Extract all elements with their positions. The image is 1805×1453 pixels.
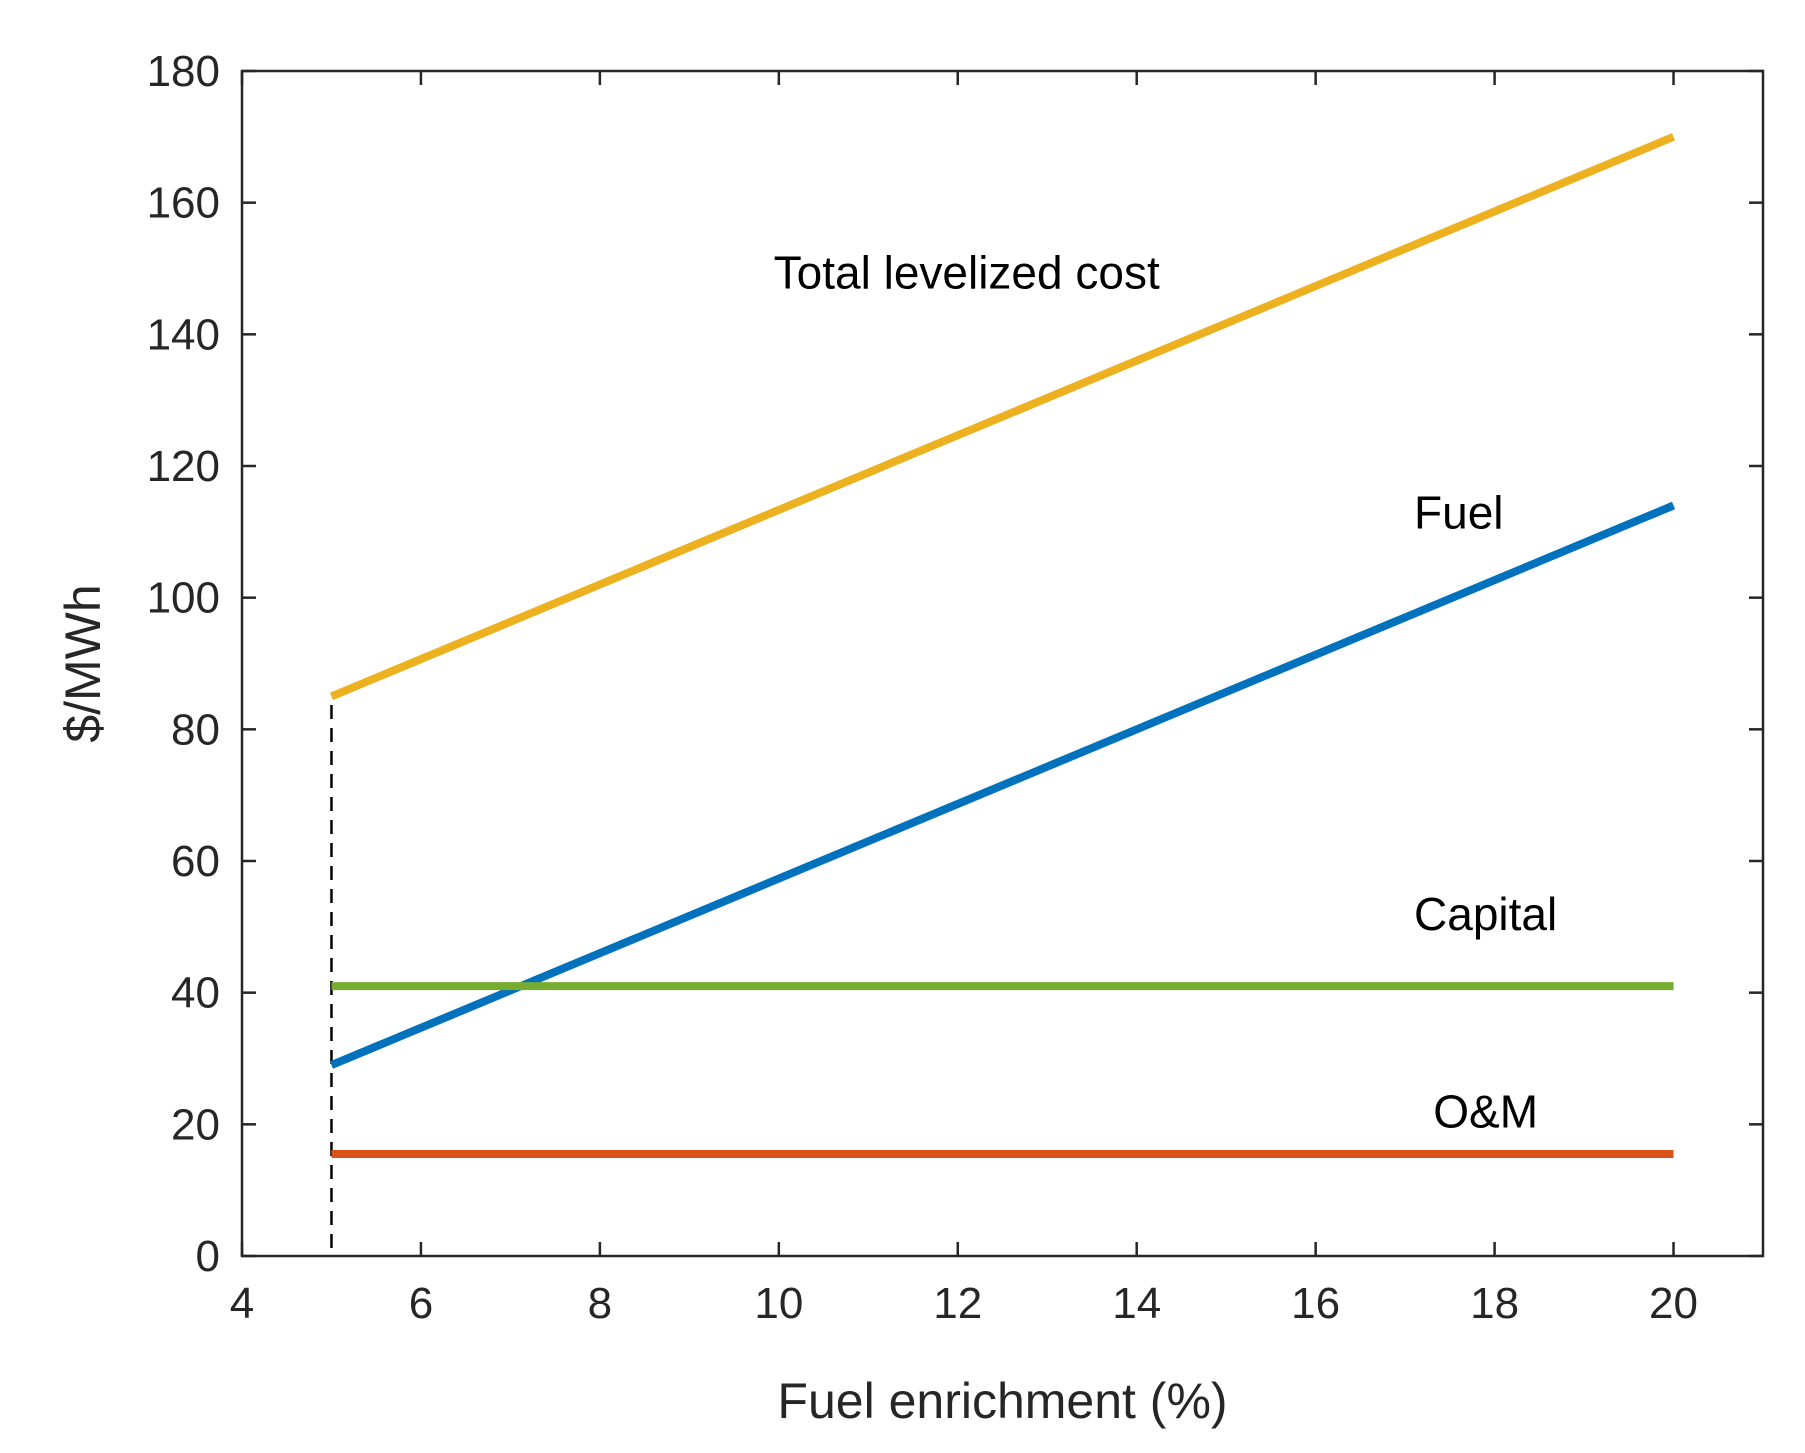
series-line-fuel: [329, 501, 1676, 1069]
label-capital: Capital: [1414, 888, 1557, 940]
y-axis-title: $/MWh: [55, 584, 111, 742]
y-tick-label: 100: [147, 574, 220, 623]
y-tick-label: 160: [147, 179, 220, 228]
y-tick-label: 0: [196, 1232, 220, 1281]
y-tick-label: 120: [147, 442, 220, 491]
label-total-levelized-cost: Total levelized cost: [774, 246, 1160, 298]
label-om: O&M: [1433, 1086, 1538, 1138]
plot-area-frame: [240, 69, 1765, 1258]
x-tick-label: 12: [933, 1279, 982, 1328]
y-tick-label: 180: [147, 47, 220, 96]
x-axis-title: Fuel enrichment (%): [777, 1373, 1227, 1429]
x-tick-label: 4: [230, 1279, 254, 1328]
x-tick-label: 8: [588, 1279, 612, 1328]
ticks-layer: 4 6 8 10 12 14 16 18 20 0 20 40 60 80 100 120 140 160 180: [147, 47, 1763, 1328]
annotation-layer: Total levelized cost Fuel Capital O&M: [774, 246, 1558, 1137]
y-tick-label: 40: [171, 969, 220, 1018]
x-tick-label: 6: [409, 1279, 433, 1328]
x-tick-label: 10: [754, 1279, 803, 1328]
x-tick-label: 18: [1470, 1279, 1519, 1328]
label-fuel: Fuel: [1414, 487, 1503, 539]
x-tick-label: 14: [1112, 1279, 1161, 1328]
series-layer: [329, 133, 1676, 1158]
series-line-total: [329, 133, 1676, 701]
x-tick-label: 20: [1649, 1279, 1698, 1328]
y-tick-label: 140: [147, 310, 220, 359]
x-tick-label: 16: [1291, 1279, 1340, 1328]
y-tick-label: 80: [171, 705, 220, 754]
y-tick-label: 60: [171, 837, 220, 886]
y-tick-label: 20: [171, 1100, 220, 1149]
